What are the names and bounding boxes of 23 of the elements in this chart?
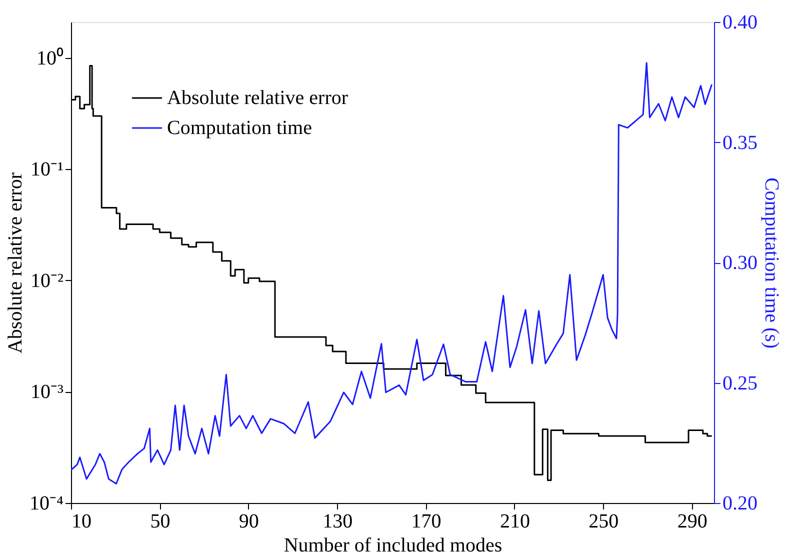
y-tick-label: 10⁻³: [30, 381, 64, 404]
x-tick-label: 10: [72, 510, 92, 532]
y-axis-title: Absolute relative error: [4, 172, 27, 354]
y2-tick-label: 0.25: [722, 372, 758, 394]
x-tick-label: 250: [588, 510, 619, 532]
x-tick-label: 130: [322, 510, 353, 532]
y-tick-label: 10⁻¹: [30, 158, 64, 181]
y2-tick-label: 0.20: [722, 492, 758, 514]
x-tick-label: 210: [500, 510, 530, 532]
legend-label: Absolute relative error: [167, 87, 348, 109]
x-tick-label: 90: [238, 510, 259, 532]
y2-axis-title: Computation time (s): [760, 177, 782, 349]
y2-tick-label: 0.40: [722, 12, 758, 34]
x-axis-title: Number of included modes: [284, 534, 502, 556]
y2-tick-label: 0.30: [722, 252, 758, 274]
y-tick-label: 10⁰: [36, 46, 64, 70]
y-tick-label: 10⁻²: [30, 270, 64, 292]
y2-tick-label: 0.35: [722, 132, 758, 154]
y-tick-label: 10⁻⁴: [30, 492, 64, 514]
x-tick-label: 290: [677, 510, 708, 532]
legend-label: Computation time: [167, 117, 312, 139]
x-tick-label: 170: [411, 510, 442, 532]
x-tick-label: 50: [150, 510, 170, 532]
